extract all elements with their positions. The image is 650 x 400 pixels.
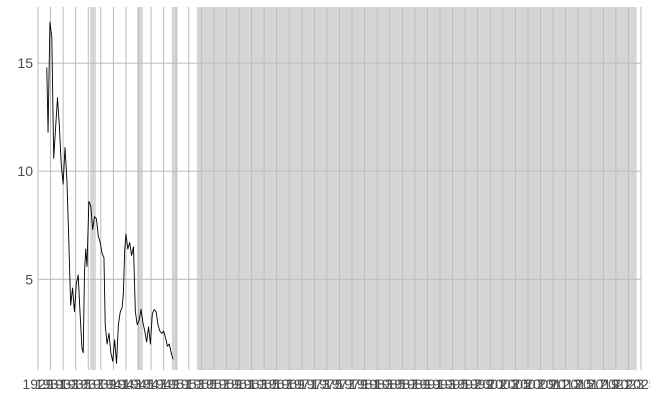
x-tick-label: 1983 [362, 376, 393, 392]
x-tick-label: 1967 [261, 376, 292, 392]
x-tick-label: 1963 [236, 376, 267, 392]
x-tick-label: 1969 [274, 376, 305, 392]
x-tick-label: 1955 [186, 376, 217, 392]
x-tick-label: 2015 [563, 376, 594, 392]
x-tick-label: 1949 [148, 376, 179, 392]
x-tick-label: 1965 [249, 376, 280, 392]
x-tick-label: 1951 [161, 376, 192, 392]
y-tick-label: 5 [25, 271, 33, 287]
x-tick-label: 1959 [211, 376, 242, 392]
x-tick-label: 1939 [85, 376, 116, 392]
x-tick-label: 1977 [324, 376, 355, 392]
shaded-period [171, 7, 178, 370]
x-tick-label: 1987 [387, 376, 418, 392]
y-axis-tick-labels: 5 10 15 [17, 55, 33, 287]
x-tick-label: 1989 [399, 376, 430, 392]
x-tick-label: 1961 [223, 376, 254, 392]
x-tick-label: 1993 [424, 376, 455, 392]
x-tick-label: 2001 [475, 376, 506, 392]
x-tick-label: 2013 [550, 376, 581, 392]
x-tick-label: 1933 [48, 376, 79, 392]
x-tick-label: 1931 [35, 376, 66, 392]
x-tick-label: 1985 [374, 376, 405, 392]
x-tick-label: 2017 [575, 376, 606, 392]
x-tick-label: 1991 [412, 376, 443, 392]
x-tick-label: 1973 [299, 376, 330, 392]
x-tick-label: 1971 [286, 376, 317, 392]
x-tick-label: 1943 [110, 376, 141, 392]
x-tick-label: 1953 [173, 376, 204, 392]
y-tick-label: 10 [17, 163, 33, 179]
x-axis-tick-labels: 1929193119331935193719391941194319451947… [22, 376, 650, 392]
x-tick-label: 1999 [462, 376, 493, 392]
x-tick-label: 1981 [349, 376, 380, 392]
x-tick-label: 2009 [525, 376, 556, 392]
x-tick-label: 1941 [98, 376, 129, 392]
x-tick-label: 1975 [311, 376, 342, 392]
y-tick-label: 15 [17, 55, 33, 71]
x-tick-label: 1947 [135, 376, 166, 392]
x-tick-label: 1997 [450, 376, 481, 392]
shaded-periods [90, 7, 637, 370]
x-tick-label: 1935 [60, 376, 91, 392]
x-tick-label: 1929 [22, 376, 53, 392]
x-tick-label: 2005 [500, 376, 531, 392]
x-tick-label: 1995 [437, 376, 468, 392]
x-tick-label: 1979 [336, 376, 367, 392]
x-tick-label: 1945 [123, 376, 154, 392]
series-line [46, 21, 174, 364]
series-layer [46, 21, 174, 364]
x-tick-label: 2025 [625, 376, 650, 392]
shaded-period [90, 7, 96, 370]
x-tick-label: 2003 [487, 376, 518, 392]
x-tick-label: 2011 [538, 376, 568, 392]
x-tick-label: 2021 [600, 376, 631, 392]
x-tick-label: 1957 [198, 376, 229, 392]
x-tick-label: 2023 [613, 376, 644, 392]
x-tick-label: 2019 [588, 376, 619, 392]
shaded-period [196, 7, 637, 370]
x-tick-label: 1937 [73, 376, 104, 392]
x-tick-label: 2007 [512, 376, 543, 392]
shaded-period [137, 7, 143, 370]
